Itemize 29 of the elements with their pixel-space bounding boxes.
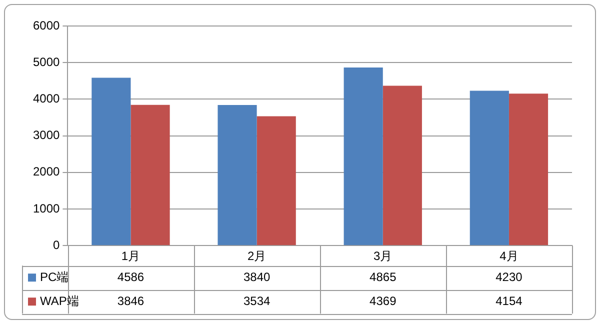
y-tick-label: 5000 xyxy=(32,54,60,69)
legend-label: WAP端 xyxy=(40,294,79,308)
x-tick-label: 3月 xyxy=(374,249,392,264)
bar xyxy=(382,86,422,246)
y-tick-label: 2000 xyxy=(32,164,60,179)
y-tick-label: 6000 xyxy=(32,18,60,32)
bar xyxy=(92,78,131,246)
data-label: 4230 xyxy=(496,270,523,284)
y-tick-label: 1000 xyxy=(32,201,60,216)
x-tick-label: 4月 xyxy=(500,249,518,264)
bar xyxy=(256,116,296,246)
bar xyxy=(218,105,257,246)
data-label: 4154 xyxy=(496,294,523,308)
data-label: 3534 xyxy=(243,294,270,308)
data-label: 4865 xyxy=(370,270,397,284)
bar xyxy=(130,104,170,246)
data-label: 3840 xyxy=(243,270,270,284)
data-label: 4586 xyxy=(117,270,144,284)
bar xyxy=(508,94,548,246)
x-tick-label: 1月 xyxy=(121,249,140,264)
x-tick-label: 2月 xyxy=(247,249,266,264)
data-label: 4369 xyxy=(370,294,397,308)
y-tick-label: 0 xyxy=(53,238,60,252)
legend-label: PC端 xyxy=(40,270,69,284)
bar xyxy=(344,68,383,246)
y-tick-label: 3000 xyxy=(32,128,60,142)
y-tick-label: 4000 xyxy=(32,92,60,106)
bar xyxy=(470,90,509,246)
data-label: 3846 xyxy=(117,294,144,308)
